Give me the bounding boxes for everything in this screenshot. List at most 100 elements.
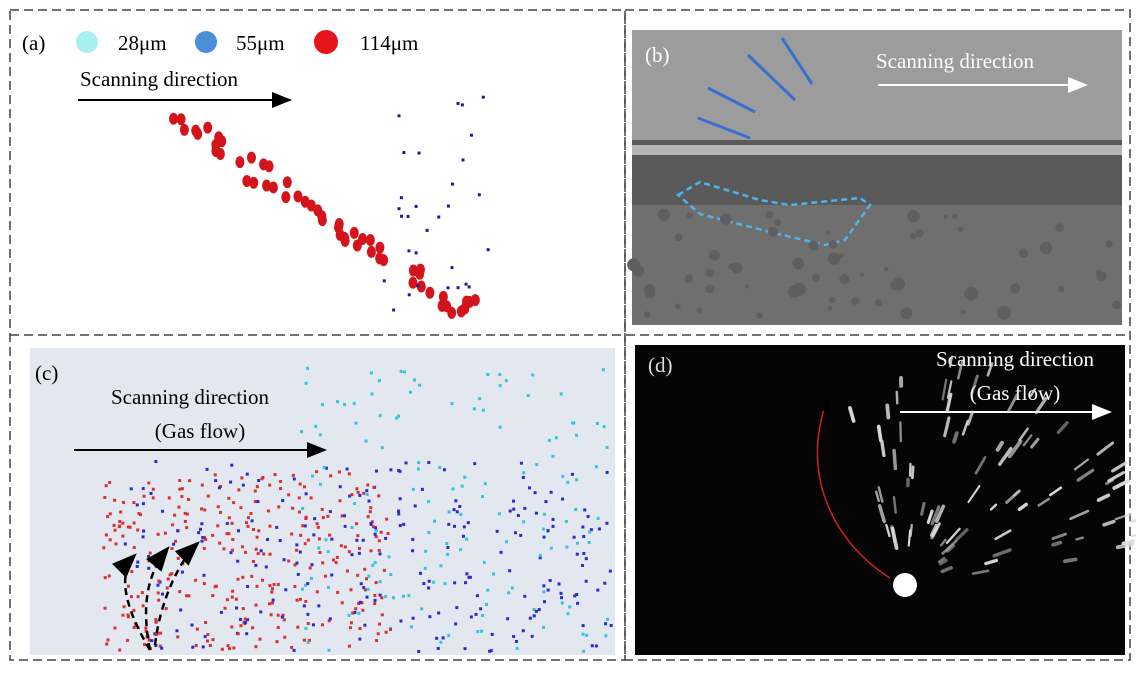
particle [591, 644, 594, 647]
particle [336, 591, 339, 594]
particle [281, 191, 290, 203]
particle [576, 542, 579, 545]
particle [385, 631, 388, 634]
particle [379, 594, 382, 597]
particle [408, 293, 411, 296]
particle [276, 640, 279, 643]
particle [444, 582, 447, 585]
particle [211, 638, 214, 641]
particle [214, 131, 223, 143]
particle [254, 500, 257, 503]
particle [307, 539, 310, 542]
particle [330, 538, 333, 541]
particle [397, 510, 400, 513]
particle [353, 402, 356, 405]
particle [216, 524, 219, 527]
particle [519, 534, 522, 537]
particle [298, 511, 301, 514]
particle [292, 474, 295, 477]
particle [152, 496, 155, 499]
particle [231, 538, 234, 541]
particle [353, 502, 356, 505]
particle [273, 583, 276, 586]
particle [420, 607, 423, 610]
particle [277, 626, 280, 629]
spark [879, 427, 881, 441]
particle [388, 555, 391, 558]
particle [346, 570, 349, 573]
legend-swatch [76, 31, 98, 53]
particle [587, 515, 590, 518]
particle [283, 618, 286, 621]
particle [480, 630, 483, 633]
particle [459, 513, 462, 516]
particle [283, 176, 292, 188]
particle [363, 568, 366, 571]
particle [415, 205, 418, 208]
particle [427, 500, 430, 503]
particle [171, 547, 174, 550]
particle [381, 613, 384, 616]
particle [246, 473, 249, 476]
particle [582, 633, 585, 636]
particle [576, 602, 579, 605]
particle [319, 551, 322, 554]
particle [258, 638, 261, 641]
particle [235, 606, 238, 609]
particle [147, 567, 150, 570]
particle [350, 227, 359, 239]
particle [568, 605, 571, 608]
particle [485, 603, 488, 606]
texture-dot [915, 229, 923, 237]
particle [196, 628, 199, 631]
particle [299, 551, 302, 554]
particle [181, 487, 184, 490]
particle [168, 496, 171, 499]
particle [473, 462, 476, 465]
particle [484, 482, 487, 485]
particle [195, 644, 198, 647]
particle [609, 570, 612, 573]
particle [279, 539, 282, 542]
particle [517, 514, 520, 517]
particle [118, 520, 121, 523]
particle [293, 649, 296, 652]
particle [271, 602, 274, 605]
particle [520, 462, 523, 465]
particle [381, 446, 384, 449]
texture-dot [910, 233, 917, 240]
particle [421, 488, 424, 491]
particle [487, 248, 490, 251]
particle [270, 613, 273, 616]
particle [475, 613, 478, 616]
particle [176, 635, 179, 638]
particle [610, 624, 613, 627]
particle [304, 524, 307, 527]
particle [154, 460, 157, 463]
particle [465, 572, 468, 575]
particle [400, 370, 403, 373]
particle [231, 522, 234, 525]
particle [486, 373, 489, 376]
particle [339, 485, 342, 488]
particle [505, 379, 508, 382]
texture-dot [839, 274, 849, 284]
particle [179, 609, 182, 612]
particle [385, 518, 388, 521]
particle [560, 392, 563, 395]
particle [583, 508, 586, 511]
particle [184, 520, 187, 523]
direction-label: Scanning direction [111, 385, 270, 409]
particle [252, 560, 255, 563]
texture-dot [756, 312, 762, 318]
particle [268, 602, 271, 605]
particle [327, 550, 330, 553]
particle [250, 575, 253, 578]
particle [375, 581, 378, 584]
particle [338, 499, 341, 502]
particle [499, 384, 502, 387]
particle [201, 484, 204, 487]
particle [123, 605, 126, 608]
particle [319, 433, 322, 436]
particle [437, 611, 440, 614]
